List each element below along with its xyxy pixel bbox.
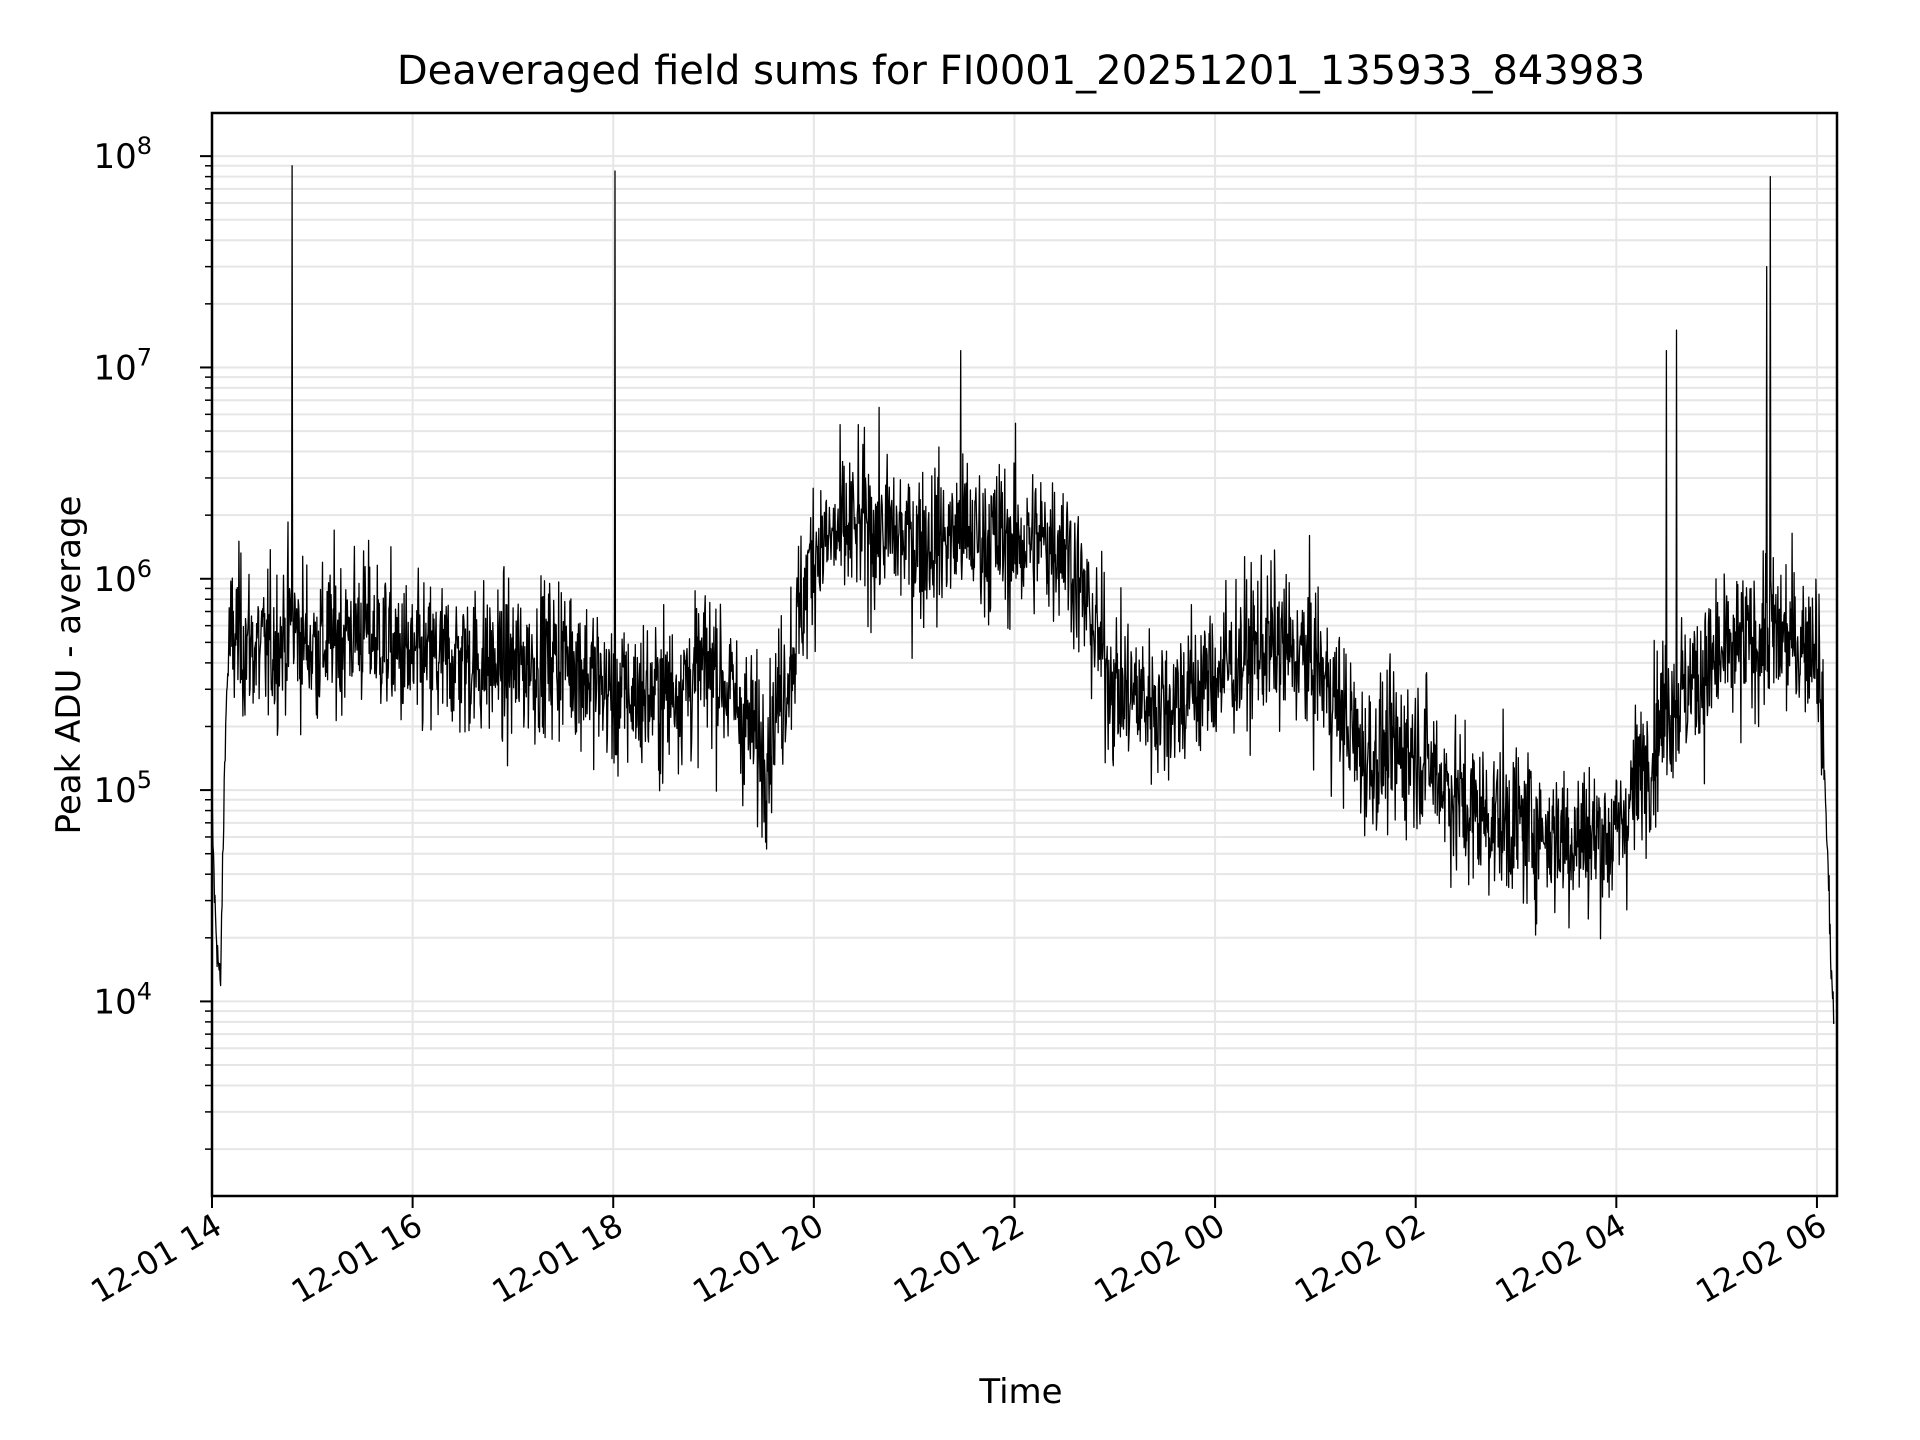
chart-title: Deaveraged field sums for FI0001_2025120… [397, 48, 1645, 94]
plot-frame [210, 111, 1839, 1198]
y-axis-label: Peak ADU - average [49, 496, 89, 835]
y-tick-label: 104 [93, 977, 152, 1022]
y-tick-label: 106 [93, 555, 152, 600]
y-tick-label: 108 [93, 132, 152, 177]
x-axis-label: Time [978, 1372, 1062, 1412]
series-line [211, 165, 1835, 1025]
y-tick-label: 105 [93, 766, 152, 811]
data-layer [211, 165, 1835, 1025]
y-tick-label: 107 [93, 343, 152, 388]
